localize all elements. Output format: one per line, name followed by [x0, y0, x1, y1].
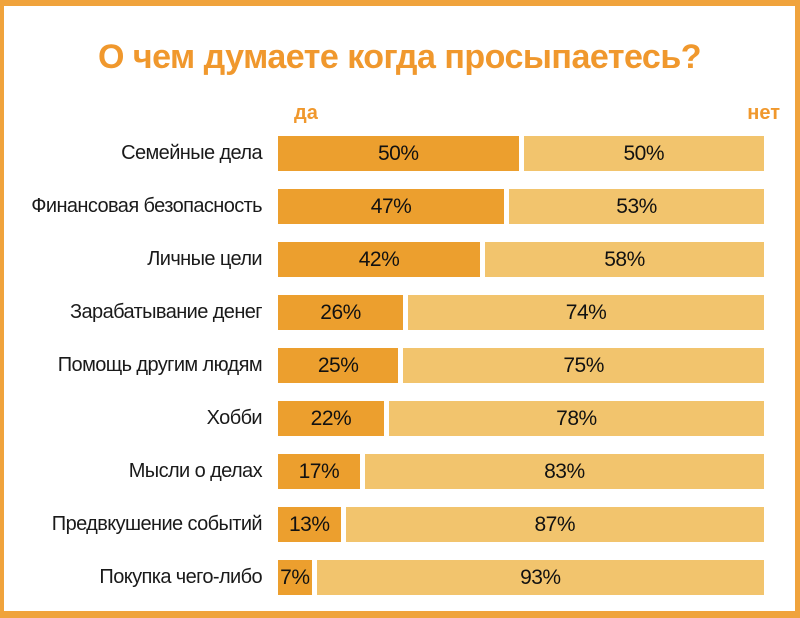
value-label: 74% — [565, 300, 607, 324]
bar-segment-yes: 47% — [278, 189, 505, 224]
chart-row: Зарабатывание денег 26% 74% — [8, 295, 780, 330]
bar-segment-no: 50% — [523, 136, 764, 171]
category-label: Личные цели — [147, 248, 262, 270]
value-label: 93% — [520, 565, 561, 589]
chart-row: Покупка чего-либо 7% 93% — [8, 560, 780, 595]
value-label: 47% — [370, 194, 412, 218]
category-label: Помощь другим людям — [57, 354, 263, 376]
bar-segment-yes: 50% — [278, 136, 519, 171]
stacked-bar: 7% 93% — [278, 560, 764, 595]
chart-row: Финансовая безопасность 47% 53% — [8, 189, 780, 224]
category-label: Семейные дела — [121, 142, 262, 164]
chart-row: Хобби 22% 78% — [8, 401, 780, 436]
bar-segment-no: 78% — [388, 401, 764, 436]
bar-segment-yes: 25% — [278, 348, 399, 383]
stacked-bar: 17% 83% — [278, 454, 764, 489]
value-label: 7% — [280, 565, 310, 589]
value-label: 25% — [317, 353, 359, 377]
chart-row: Помощь другим людям 25% 75% — [8, 348, 780, 383]
bar-segment-no: 53% — [509, 189, 764, 224]
chart-row: Личные цели 42% 58% — [8, 242, 780, 277]
value-label: 78% — [556, 406, 597, 430]
bar-segment-no: 93% — [316, 560, 764, 595]
category-label: Предвкушение событий — [51, 513, 263, 535]
bar-segment-no: 83% — [364, 454, 764, 489]
stacked-bar: 47% 53% — [278, 189, 764, 224]
category-label: Финансовая безопасность — [31, 195, 262, 217]
value-label: 42% — [358, 247, 400, 271]
value-label: 26% — [320, 300, 361, 324]
stacked-bar: 13% 87% — [278, 507, 764, 542]
page-title: О чем думаете когда просыпаетесь? — [97, 38, 702, 76]
value-label: 50% — [377, 141, 419, 165]
value-label: 87% — [534, 512, 576, 536]
chart-row: Предвкушение событий 13% 87% — [8, 507, 780, 542]
bar-segment-yes: 17% — [278, 454, 360, 489]
legend-yes-label: да — [294, 102, 318, 124]
stacked-bar: 50% 50% — [278, 136, 764, 171]
bar-segment-yes: 7% — [278, 560, 312, 595]
bar-segment-no: 74% — [408, 295, 764, 330]
stacked-bar: 26% 74% — [278, 295, 764, 330]
value-label: 58% — [604, 247, 645, 271]
chart-row: Семейные дела 50% 50% — [8, 136, 780, 171]
stacked-bar: 22% 78% — [278, 401, 764, 436]
value-label: 13% — [289, 512, 330, 536]
category-label: Покупка чего-либо — [99, 566, 262, 588]
bar-segment-yes: 26% — [278, 295, 404, 330]
value-label: 17% — [298, 459, 340, 483]
category-label: Мысли о делах — [128, 460, 263, 482]
value-label: 83% — [544, 459, 585, 483]
value-label: 22% — [310, 406, 352, 430]
bar-segment-no: 58% — [485, 242, 764, 277]
bar-segment-yes: 42% — [278, 242, 481, 277]
value-label: 50% — [623, 141, 665, 165]
stacked-bar: 25% 75% — [278, 348, 764, 383]
legend-no-label: нет — [747, 102, 780, 124]
stacked-bar-chart: Семейные дела 50% 50% Финансовая безопаснос… — [8, 136, 780, 611]
bar-segment-yes: 22% — [278, 401, 384, 436]
category-label: Хобби — [206, 407, 263, 429]
bar-segment-no: 75% — [403, 348, 764, 383]
stacked-bar: 42% 58% — [278, 242, 764, 277]
value-label: 53% — [616, 194, 657, 218]
bar-segment-no: 87% — [345, 507, 764, 542]
legend: да нет — [294, 102, 780, 125]
bar-segment-yes: 13% — [278, 507, 341, 542]
value-label: 75% — [563, 353, 604, 377]
chart-row: Мысли о делах 17% 83% — [8, 454, 780, 489]
category-label: Зарабатывание денег — [70, 301, 263, 323]
